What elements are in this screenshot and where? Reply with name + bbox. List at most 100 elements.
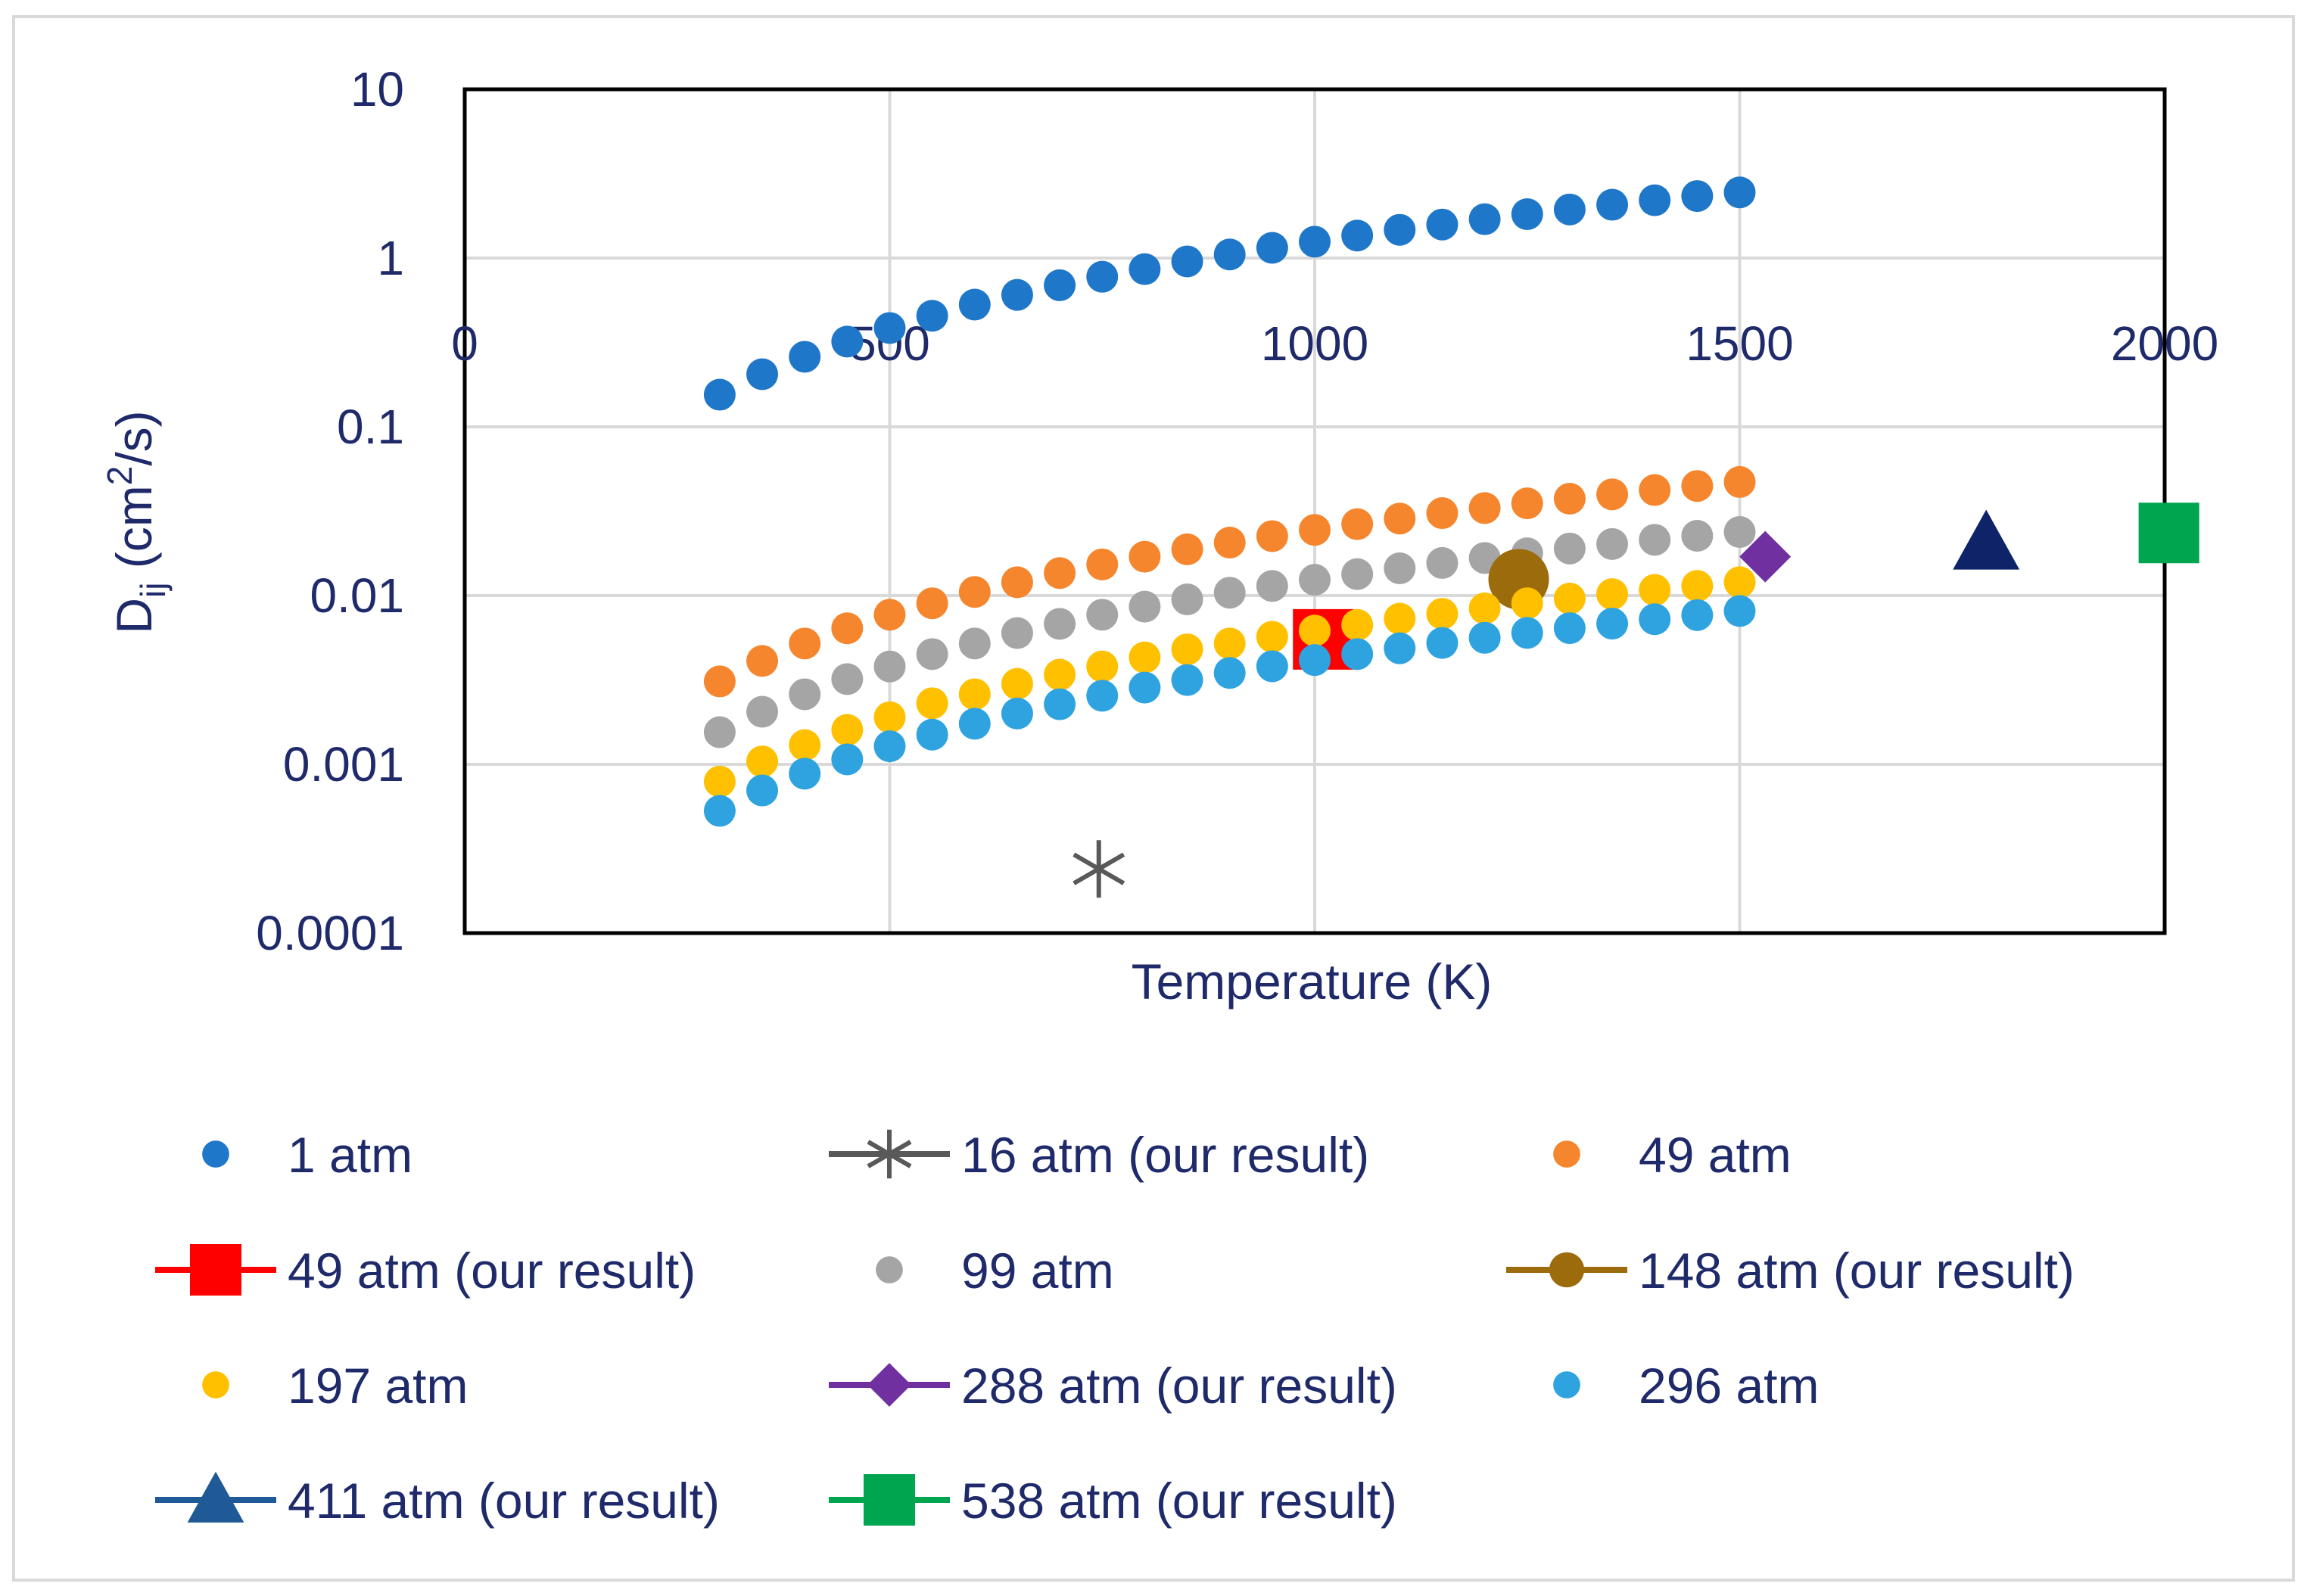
- data-point: [746, 695, 779, 728]
- x-tick-label-0: 0: [451, 316, 478, 371]
- data-point: [1681, 180, 1714, 213]
- legend-marker: [876, 1256, 903, 1283]
- data-point: [1341, 219, 1374, 252]
- data-point: [1044, 557, 1076, 590]
- data-point: [1596, 608, 1629, 640]
- data-point: [1044, 608, 1076, 640]
- data-point: [789, 678, 821, 711]
- legend-marker: [202, 1371, 229, 1398]
- data-point: [1341, 608, 1374, 641]
- data-point: [1129, 590, 1161, 623]
- chart-border: [12, 15, 2295, 1582]
- data-point: [1468, 203, 1501, 235]
- data-point: [703, 765, 736, 798]
- data-point: [1129, 641, 1161, 674]
- plot-series: [703, 176, 2199, 898]
- data-point: [746, 358, 779, 390]
- data-point: [1639, 184, 1671, 216]
- data-point: [1681, 470, 1714, 502]
- legend-label: 99 atm: [961, 1243, 1114, 1299]
- x-axis-title: Temperature (K): [1132, 954, 1493, 1010]
- legend-item-0: 1 atm: [202, 1127, 412, 1183]
- y-tick-label-0: 10: [350, 62, 404, 117]
- data-point: [1256, 621, 1288, 653]
- data-point: [1299, 564, 1331, 596]
- data-point: [1681, 599, 1714, 631]
- data-point: [1596, 188, 1629, 221]
- legend-marker: [867, 1129, 912, 1179]
- data-point: [703, 716, 736, 748]
- data-point: [1511, 487, 1543, 520]
- legend-label: 148 atm (our result): [1639, 1243, 2075, 1299]
- data-point: [1213, 527, 1246, 559]
- data-point: [1723, 176, 1756, 209]
- data-point: [1511, 617, 1543, 649]
- data-point: [789, 627, 821, 660]
- data-point: [1171, 533, 1203, 565]
- data-point: [1001, 667, 1033, 700]
- data-point: [746, 645, 779, 677]
- data-point: [1553, 532, 1586, 565]
- data-point: [1001, 617, 1033, 649]
- legend-item-3: 49 atm (our result): [155, 1243, 696, 1299]
- data-point: [1511, 198, 1543, 231]
- legend-marker: [187, 1471, 244, 1523]
- data-point: [1639, 603, 1671, 636]
- data-point: [1072, 840, 1125, 898]
- legend-marker: [1553, 1140, 1580, 1168]
- data-point: [1256, 570, 1288, 602]
- x-tick-label-3: 1500: [1686, 316, 1793, 371]
- data-point: [1384, 213, 1416, 246]
- data-point: [1086, 680, 1119, 712]
- data-point: [1426, 627, 1459, 659]
- data-point: [1299, 614, 1331, 647]
- data-point: [1739, 530, 1792, 583]
- data-point: [1468, 492, 1501, 524]
- legend-label: 1 atm: [288, 1127, 412, 1183]
- data-point: [873, 599, 906, 631]
- y-axis-title-sub: ij: [133, 583, 173, 598]
- series-8: [703, 595, 1756, 827]
- data-point: [1044, 658, 1076, 691]
- y-tick-label-2: 0.1: [337, 400, 404, 454]
- legend-item-10: 538 atm (our result): [829, 1473, 1397, 1529]
- data-point: [1129, 253, 1161, 285]
- y-axis-title-sup: 2: [100, 466, 139, 486]
- data-point: [2138, 502, 2199, 564]
- data-point: [1596, 578, 1629, 611]
- legend-label: 16 atm (our result): [961, 1127, 1369, 1183]
- data-point: [1171, 583, 1203, 615]
- data-point: [1639, 474, 1671, 506]
- series-6: [703, 566, 1756, 798]
- series-10: [2138, 502, 2199, 564]
- data-point: [1639, 574, 1671, 606]
- data-point: [1596, 478, 1629, 511]
- data-point: [831, 743, 864, 776]
- series-2: [703, 465, 1756, 698]
- y-axis-title: Dij (cm2/s): [100, 410, 173, 633]
- legend-item-9: 411 atm (our result): [155, 1471, 720, 1529]
- legend-marker: [864, 1474, 915, 1526]
- data-point: [1171, 245, 1203, 278]
- data-point: [1299, 644, 1331, 677]
- data-point: [1426, 208, 1459, 241]
- data-point: [1723, 465, 1756, 498]
- data-point: [1426, 598, 1459, 630]
- data-point: [1553, 582, 1586, 614]
- data-point: [916, 687, 948, 720]
- data-point: [1341, 638, 1374, 670]
- data-point: [1129, 671, 1161, 704]
- data-point: [1044, 688, 1076, 720]
- legend-marker: [190, 1244, 241, 1296]
- legend-item-6: 197 atm: [202, 1358, 468, 1414]
- data-point: [916, 300, 948, 332]
- data-point: [958, 708, 991, 740]
- y-tick-label-4: 0.001: [283, 737, 404, 792]
- data-point: [831, 325, 864, 358]
- data-point: [1001, 697, 1033, 730]
- data-point: [1384, 632, 1416, 664]
- y-axis-title-mid: (cm: [106, 485, 162, 582]
